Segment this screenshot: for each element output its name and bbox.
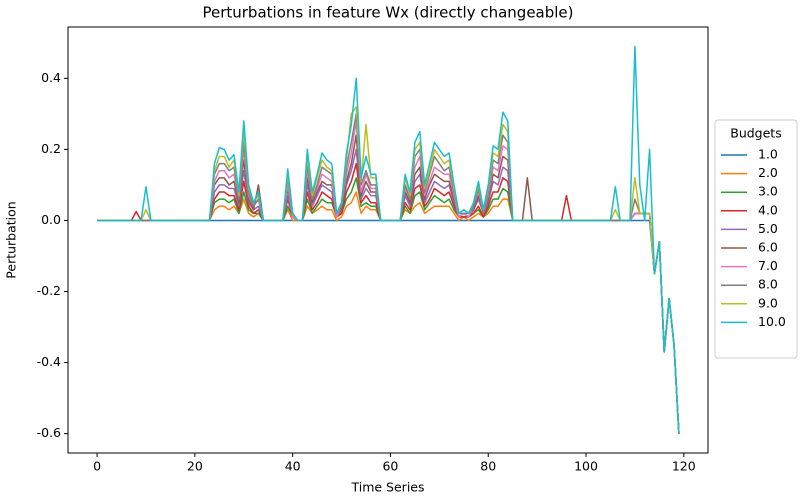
x-tick-label: 20 — [187, 459, 203, 474]
y-tick-label: 0.0 — [41, 212, 61, 227]
legend-label: 9.0 — [758, 295, 778, 310]
legend-label: 8.0 — [758, 277, 778, 292]
y-tick-label: -0.2 — [37, 283, 61, 298]
legend-label: 1.0 — [758, 147, 778, 162]
x-axis-label: Time Series — [350, 480, 424, 495]
x-tick-label: 100 — [574, 459, 598, 474]
y-tick-label: 0.2 — [41, 141, 61, 156]
x-tick-label: 40 — [285, 459, 301, 474]
series-line — [97, 45, 680, 434]
x-tick-label: 120 — [672, 459, 696, 474]
legend-title: Budgets — [730, 126, 781, 141]
legend-label: 3.0 — [758, 184, 778, 199]
x-tick-label: 60 — [382, 459, 398, 474]
legend-label: 6.0 — [758, 240, 778, 255]
legend-box — [714, 119, 798, 359]
axes-frame — [67, 26, 709, 454]
chart-title: Perturbations in feature Wx (directly ch… — [202, 4, 573, 22]
x-tick-label: 0 — [93, 459, 101, 474]
y-tick-label: -0.6 — [37, 425, 61, 440]
legend-label: 4.0 — [758, 202, 778, 217]
legend-label: 5.0 — [758, 221, 778, 236]
legend-label: 2.0 — [758, 165, 778, 180]
y-tick-label: -0.4 — [37, 354, 61, 369]
x-tick-label: 80 — [480, 459, 496, 474]
legend-label: 7.0 — [758, 258, 778, 273]
y-axis-label: Perturbation — [4, 201, 19, 278]
y-tick-label: 0.4 — [41, 70, 61, 85]
legend-label: 10.0 — [758, 314, 786, 329]
